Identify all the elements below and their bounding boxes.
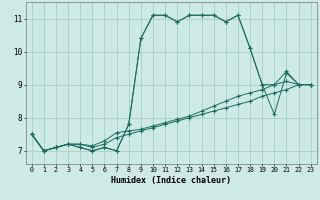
X-axis label: Humidex (Indice chaleur): Humidex (Indice chaleur) xyxy=(111,176,231,185)
